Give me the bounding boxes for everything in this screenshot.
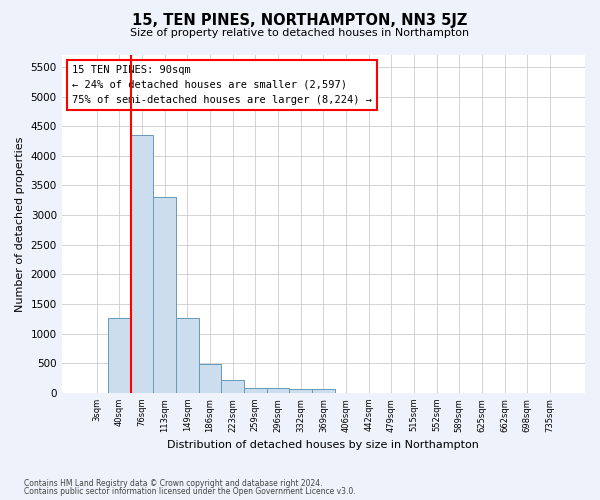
Text: Size of property relative to detached houses in Northampton: Size of property relative to detached ho… <box>130 28 470 38</box>
Bar <box>244 388 266 393</box>
Bar <box>221 380 244 393</box>
Text: Contains public sector information licensed under the Open Government Licence v3: Contains public sector information licen… <box>24 487 356 496</box>
Text: Contains HM Land Registry data © Crown copyright and database right 2024.: Contains HM Land Registry data © Crown c… <box>24 478 323 488</box>
Bar <box>108 318 131 393</box>
Bar <box>312 390 335 393</box>
Bar <box>176 318 199 393</box>
Bar <box>199 364 221 393</box>
X-axis label: Distribution of detached houses by size in Northampton: Distribution of detached houses by size … <box>167 440 479 450</box>
Bar <box>289 390 312 393</box>
Bar <box>131 135 154 393</box>
Bar <box>154 198 176 393</box>
Text: 15, TEN PINES, NORTHAMPTON, NN3 5JZ: 15, TEN PINES, NORTHAMPTON, NN3 5JZ <box>133 12 467 28</box>
Bar <box>266 388 289 393</box>
Y-axis label: Number of detached properties: Number of detached properties <box>15 136 25 312</box>
Text: 15 TEN PINES: 90sqm
← 24% of detached houses are smaller (2,597)
75% of semi-det: 15 TEN PINES: 90sqm ← 24% of detached ho… <box>72 65 372 104</box>
